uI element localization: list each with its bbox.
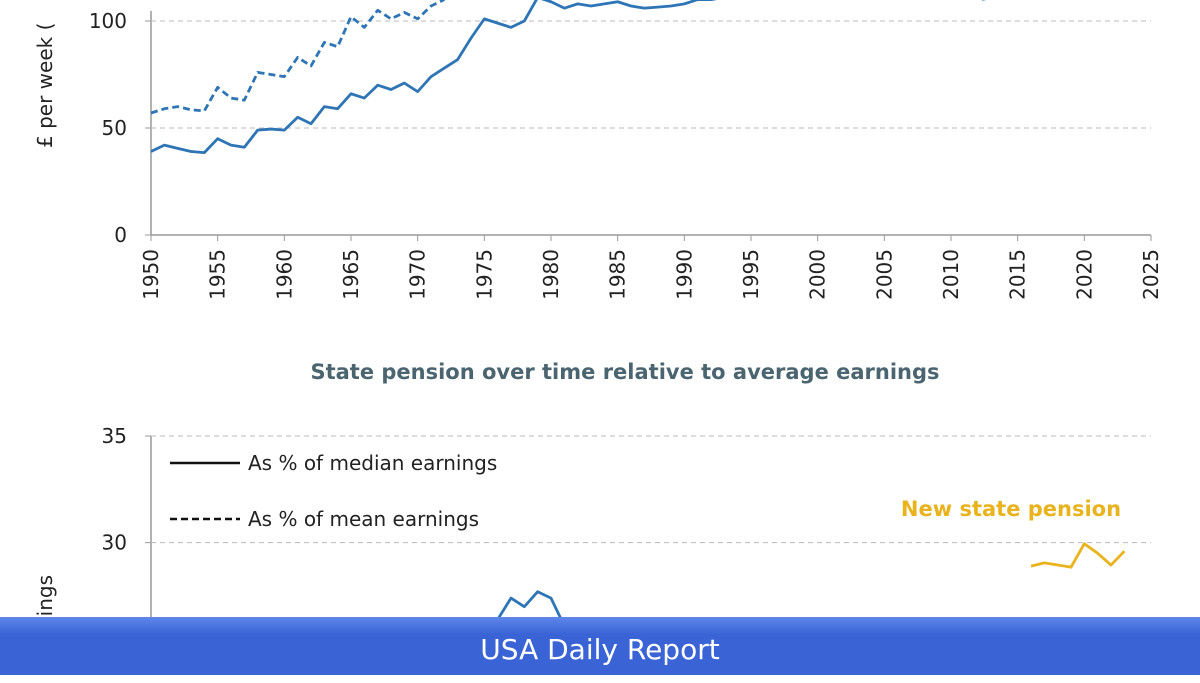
x-tick-label: 1970 [406,249,430,300]
x-tick-label: 2000 [806,249,830,300]
x-tick-label: 1975 [472,249,496,300]
legend-label: As % of median earnings [248,451,497,475]
x-tick-label: 1990 [672,249,696,300]
y-tick-label: 50 [102,116,127,140]
chart-title: State pension over time relative to aver… [310,360,939,384]
x-tick-label: 2005 [872,249,896,300]
legend-label: As % of mean earnings [248,507,479,531]
line-series [150,0,718,155]
x-tick-label: 1950 [139,249,163,300]
x-tick-label: 2025 [1139,249,1163,300]
x-tick-label: 1965 [339,249,363,300]
y-tick-label: 35 [102,424,127,448]
annotation: (CPI adjusted) [898,0,1066,1]
y-axis-label: £ per week ( [33,23,57,148]
x-tick-label: 1960 [272,249,296,300]
x-tick-label: 1985 [606,249,630,300]
x-tick-label: 2015 [1006,249,1030,300]
x-tick-label: 2010 [939,249,963,300]
y-tick-label: 100 [89,9,127,33]
x-tick-label: 1955 [206,249,230,300]
line-series [1030,542,1126,569]
x-tick-label: 2020 [1072,249,1096,300]
x-tick-label: 1995 [739,249,763,300]
banner: USA Daily Report [0,617,1200,675]
annotation: New state pension [901,497,1121,521]
x-tick-label: 1980 [539,249,563,300]
y-tick-label: 0 [114,223,127,247]
y-tick-label: 30 [102,531,127,555]
line-series [150,0,445,115]
